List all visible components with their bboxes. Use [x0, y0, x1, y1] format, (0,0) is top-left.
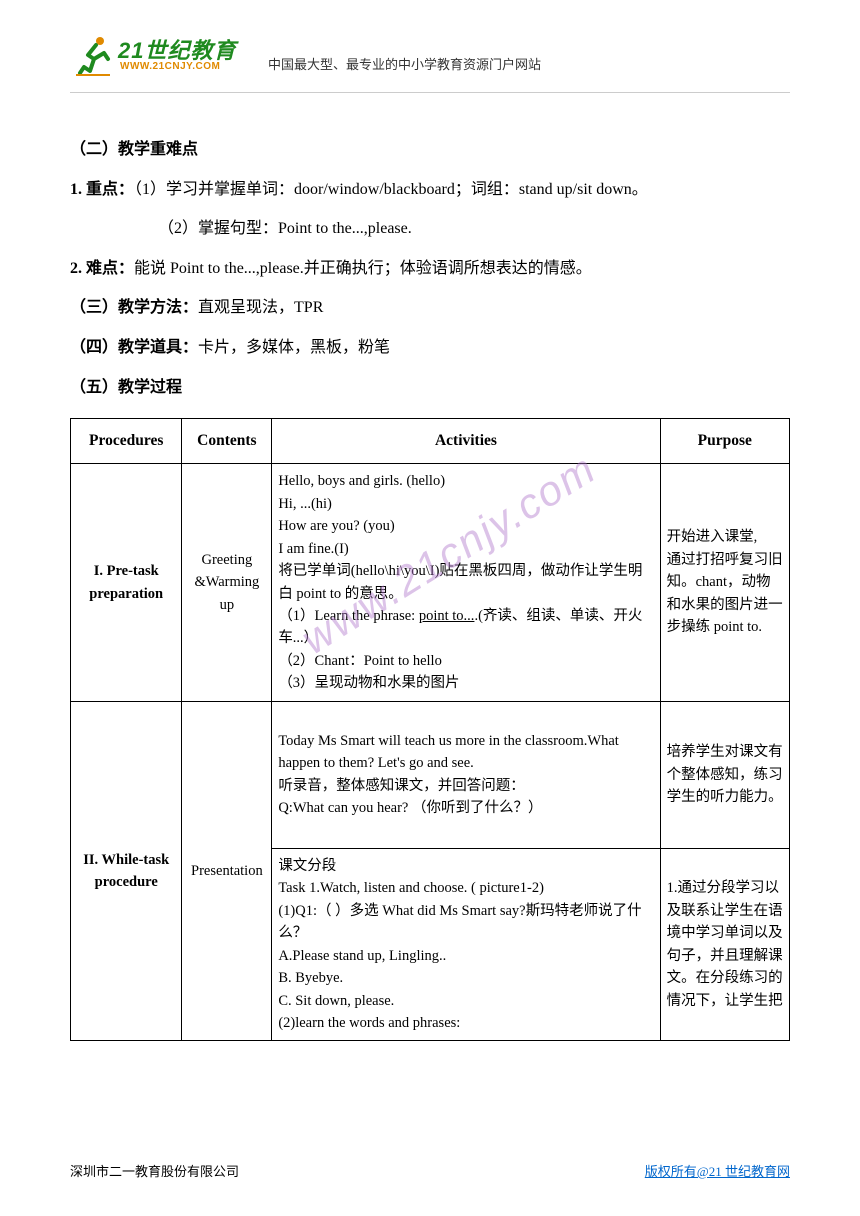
footer-company: 深圳市二一教育股份有限公司 — [70, 1161, 239, 1180]
lesson-table: Procedures Contents Activities Purpose I… — [70, 418, 790, 1041]
purp-text: 培养学生对课文有个整体感知，练习学生的听力能力。 — [667, 744, 783, 805]
runner-icon — [70, 33, 114, 77]
th-procedures: Procedures — [71, 419, 182, 464]
section-4-heading: （四）教学道具：卡片，多媒体，黑板，粉笔 — [70, 329, 790, 367]
table-body: I. Pre-task preparation Greeting &Warmin… — [71, 464, 790, 1041]
underline-phrase: point to... — [419, 608, 475, 624]
purp-text: 1.通过分段学习以及联系让学生在语境中学习单词以及句子，并且理解课文。在分段练习… — [667, 880, 783, 1008]
header-divider — [70, 92, 790, 93]
cell-act-2a: Today Ms Smart will teach us more in the… — [272, 701, 660, 848]
th-activities: Activities — [272, 419, 660, 464]
difficulty-text: 能说 Point to the...,please.并正确执行；体验语调所想表达… — [134, 260, 592, 277]
cell-cont-2: Presentation — [182, 701, 272, 1041]
cell-act-2b: 课文分段 Task 1.Watch, listen and choose. ( … — [272, 848, 660, 1041]
cell-act-1: Hello, boys and girls. (hello) Hi, ...(h… — [272, 464, 660, 702]
act-line: Hello, boys and girls. (hello) — [278, 470, 653, 492]
th-purpose: Purpose — [660, 419, 789, 464]
cell-purp-2a: 培养学生对课文有个整体感知，练习学生的听力能力。 — [660, 701, 789, 848]
section-3-heading: （三）教学方法：直观呈现法，TPR — [70, 289, 790, 327]
act-line: 将已学单词(hello\hi\you\I)贴在黑板四周，做动作让学生明白 poi… — [278, 560, 653, 605]
content-body: （二）教学重难点 1. 重点：（1）学习并掌握单词：door/window/bl… — [70, 131, 790, 1041]
para-difficulty: 2. 难点：能说 Point to the...,please.并正确执行；体验… — [70, 250, 790, 288]
page-header: 21世纪教育 WWW.21CNJY.COM 中国最大型、最专业的中小学教育资源门… — [70, 30, 790, 84]
page: 21世纪教育 WWW.21CNJY.COM 中国最大型、最专业的中小学教育资源门… — [0, 0, 860, 1081]
cell-purp-2b: 1.通过分段学习以及联系让学生在语境中学习单词以及句子，并且理解课文。在分段练习… — [660, 848, 789, 1041]
label-difficulty: 2. 难点： — [70, 260, 134, 277]
footer-copyright-link[interactable]: 版权所有@21 世纪教育网 — [645, 1161, 790, 1180]
act-line: （2）Chant：Point to hello — [278, 650, 653, 672]
th-contents: Contents — [182, 419, 272, 464]
act-text: Today Ms Smart will teach us more in the… — [278, 733, 618, 816]
header-tagline: 中国最大型、最专业的中小学教育资源门户网站 — [268, 54, 541, 73]
logo-sub-text: WWW.21CNJY.COM — [120, 61, 220, 72]
table-row: I. Pre-task preparation Greeting &Warmin… — [71, 464, 790, 702]
page-footer: 深圳市二一教育股份有限公司 版权所有@21 世纪教育网 — [70, 1161, 790, 1180]
purp-text: 开始进入课堂, 通过打招呼复习旧知。chant，动物和水果的图片进一步操练 po… — [667, 529, 783, 635]
cell-purp-1: 开始进入课堂, 通过打招呼复习旧知。chant，动物和水果的图片进一步操练 po… — [660, 464, 789, 702]
label-method: （三）教学方法： — [70, 299, 198, 316]
label-keypoint: 1. 重点： — [70, 181, 134, 198]
site-logo: 21世纪教育 WWW.21CNJY.COM — [70, 33, 250, 81]
act-line: （1）Learn the phrase: point to....(齐读、组读、… — [278, 605, 653, 650]
act-line: I am fine.(I) — [278, 538, 653, 560]
section-5-heading: （五）教学过程 — [70, 369, 790, 407]
act-text: 课文分段 Task 1.Watch, listen and choose. ( … — [278, 858, 641, 1031]
table-row: II. While-task procedure Presentation To… — [71, 701, 790, 848]
cell-cont-1: Greeting &Warming up — [182, 464, 272, 702]
keypoint-1-text: （1）学习并掌握单词：door/window/blackboard；词组：sta… — [134, 181, 648, 198]
props-text: 卡片，多媒体，黑板，粉笔 — [198, 339, 390, 356]
para-keypoint-2: （2）掌握句型：Point to the...,please. — [70, 210, 790, 248]
section-2-heading: （二）教学重难点 — [70, 131, 790, 169]
method-text: 直观呈现法，TPR — [198, 299, 323, 316]
label-props: （四）教学道具： — [70, 339, 198, 356]
act-line: How are you? (you) — [278, 515, 653, 537]
table-header-row: Procedures Contents Activities Purpose — [71, 419, 790, 464]
act-line: （3）呈现动物和水果的图片 — [278, 672, 653, 694]
act-line: Hi, ...(hi) — [278, 493, 653, 515]
cell-proc-1: I. Pre-task preparation — [71, 464, 182, 702]
cell-proc-2: II. While-task procedure — [71, 701, 182, 1041]
para-keypoint-1: 1. 重点：（1）学习并掌握单词：door/window/blackboard；… — [70, 171, 790, 209]
